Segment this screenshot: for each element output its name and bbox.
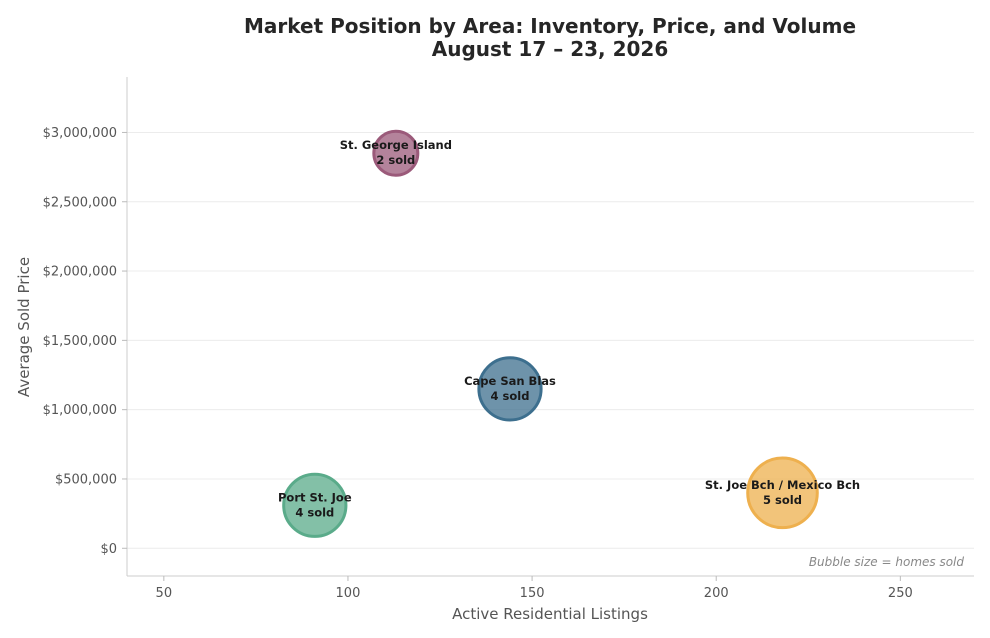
bubble bbox=[282, 472, 348, 538]
bubble bbox=[746, 456, 819, 530]
x-axis-label: Active Residential Listings bbox=[452, 605, 648, 623]
bubble-size-note: Bubble size = homes sold bbox=[809, 555, 965, 569]
bubble-area-label: St. Joe Bch / Mexico Bch bbox=[705, 478, 860, 492]
y-tick-label: $2,000,000 bbox=[43, 265, 117, 280]
bubble-sold-label: 2 sold bbox=[376, 153, 415, 167]
y-tick-label: $0 bbox=[100, 542, 117, 557]
bubble-area-label: Cape San Blas bbox=[464, 374, 556, 388]
y-tick-label: $1,000,000 bbox=[43, 403, 117, 418]
x-tick-label: 200 bbox=[704, 586, 729, 601]
y-tick-label: $2,500,000 bbox=[43, 195, 117, 210]
bubble-sold-label: 5 sold bbox=[763, 493, 802, 507]
y-tick-label: $3,000,000 bbox=[43, 126, 117, 141]
grid-lines bbox=[127, 131, 974, 549]
chart-subtitle: August 17 – 23, 2026 bbox=[432, 37, 669, 61]
bubble-area-label: Port St. Joe bbox=[278, 490, 352, 504]
axis-ticks: $0 $500,000 $1,000,000 $1,500,000 $2,000,000… bbox=[43, 126, 913, 601]
x-tick-label: 250 bbox=[888, 586, 913, 601]
bubble bbox=[477, 356, 543, 422]
chart-title: Market Position by Area: Inventory, Pric… bbox=[244, 14, 856, 38]
bubbles bbox=[282, 129, 819, 538]
bubble-area-label: St. George Island bbox=[340, 138, 452, 152]
y-tick-label: $500,000 bbox=[55, 472, 117, 487]
x-tick-label: 50 bbox=[156, 586, 173, 601]
y-tick-label: $1,500,000 bbox=[43, 334, 117, 349]
y-axis-label: Average Sold Price bbox=[15, 257, 33, 397]
x-tick-label: 100 bbox=[336, 586, 361, 601]
bubble-sold-label: 4 sold bbox=[295, 505, 334, 519]
x-tick-label: 150 bbox=[520, 586, 545, 601]
bubble-sold-label: 4 sold bbox=[491, 389, 530, 403]
bubble bbox=[372, 129, 420, 177]
